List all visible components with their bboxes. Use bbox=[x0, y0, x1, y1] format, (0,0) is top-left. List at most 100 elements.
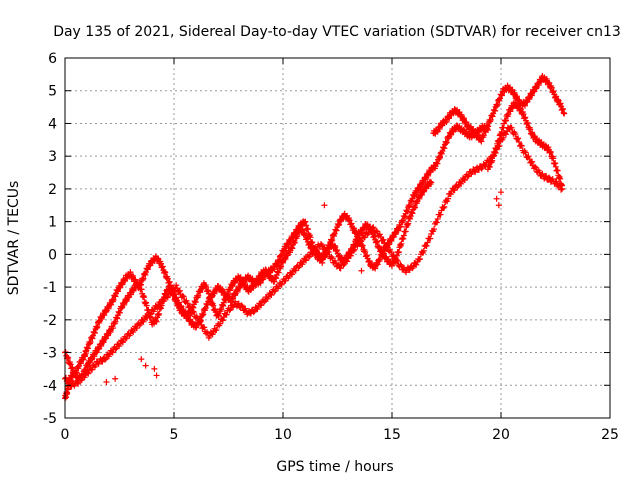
data-point bbox=[144, 314, 151, 321]
data-point bbox=[130, 287, 137, 294]
data-point bbox=[486, 163, 493, 170]
data-point bbox=[282, 256, 289, 263]
data-point bbox=[398, 240, 405, 247]
y-tick-label: 5 bbox=[48, 84, 57, 100]
data-point bbox=[274, 268, 281, 275]
data-point bbox=[451, 187, 458, 194]
data-point bbox=[464, 173, 471, 180]
data-point bbox=[98, 315, 105, 322]
data-point bbox=[350, 247, 357, 254]
data-point bbox=[112, 346, 119, 353]
data-point bbox=[433, 159, 440, 166]
data-point bbox=[221, 296, 228, 303]
data-point bbox=[384, 242, 391, 249]
y-tick-label: 4 bbox=[48, 116, 57, 132]
data-point bbox=[88, 356, 95, 363]
data-point bbox=[491, 149, 498, 156]
data-point bbox=[291, 239, 298, 246]
data-point bbox=[516, 139, 523, 146]
x-tick-label: 15 bbox=[383, 427, 401, 443]
data-point bbox=[372, 265, 379, 272]
data-point bbox=[397, 241, 404, 248]
data-point bbox=[237, 284, 244, 291]
data-point bbox=[213, 326, 220, 333]
data-point bbox=[487, 117, 494, 124]
data-point bbox=[280, 249, 287, 256]
data-point bbox=[485, 123, 492, 130]
data-point bbox=[480, 132, 487, 139]
data-point bbox=[413, 261, 420, 268]
data-point bbox=[395, 248, 402, 255]
data-point bbox=[373, 227, 380, 234]
data-point bbox=[460, 115, 467, 122]
data-point bbox=[86, 359, 93, 366]
data-point bbox=[294, 233, 301, 240]
data-point bbox=[524, 120, 531, 127]
data-point bbox=[307, 234, 314, 241]
data-point bbox=[303, 236, 310, 243]
y-tick-label: -1 bbox=[43, 280, 57, 296]
x-tick-label: 20 bbox=[492, 427, 510, 443]
y-tick-label: -4 bbox=[43, 378, 57, 394]
data-point bbox=[141, 294, 148, 301]
data-point bbox=[328, 237, 335, 244]
data-point bbox=[125, 294, 132, 301]
data-point bbox=[244, 311, 251, 318]
data-point bbox=[252, 281, 259, 288]
data-point bbox=[491, 152, 498, 159]
data-point bbox=[428, 179, 435, 186]
x-tick-label: 5 bbox=[170, 427, 179, 443]
data-point bbox=[114, 315, 121, 322]
data-point bbox=[413, 189, 420, 196]
data-point bbox=[278, 263, 285, 270]
data-point bbox=[404, 208, 411, 215]
data-point bbox=[262, 266, 269, 273]
data-point bbox=[123, 298, 130, 305]
data-point bbox=[105, 353, 112, 360]
data-point bbox=[377, 233, 384, 240]
data-point bbox=[502, 117, 509, 124]
data-point bbox=[512, 131, 519, 138]
data-point bbox=[498, 132, 504, 139]
data-point bbox=[154, 304, 161, 311]
data-point bbox=[93, 324, 100, 331]
data-point bbox=[304, 226, 311, 233]
data-point bbox=[560, 109, 567, 116]
data-point bbox=[436, 153, 443, 160]
data-point bbox=[153, 318, 160, 325]
data-point bbox=[558, 181, 565, 188]
data-point bbox=[173, 282, 180, 289]
data-point bbox=[199, 312, 206, 319]
data-point bbox=[116, 284, 123, 291]
data-point bbox=[490, 151, 497, 158]
data-point bbox=[142, 299, 149, 306]
data-point bbox=[302, 218, 309, 225]
data-point bbox=[62, 374, 69, 381]
data-point bbox=[485, 162, 492, 169]
data-point bbox=[551, 160, 558, 167]
data-point bbox=[254, 277, 261, 284]
data-point bbox=[62, 349, 69, 356]
data-point bbox=[365, 258, 372, 265]
data-point bbox=[271, 288, 278, 295]
data-point bbox=[299, 261, 306, 268]
data-point bbox=[180, 293, 187, 300]
data-point bbox=[176, 287, 183, 294]
data-point bbox=[278, 281, 285, 288]
data-point bbox=[226, 307, 233, 314]
data-point bbox=[192, 298, 199, 305]
data-point bbox=[225, 290, 232, 297]
axis-ticks: 0 5 10 15 20 25 -5 -4 -3 -2 -1 0 1 2 3 4 5 6 bbox=[43, 51, 619, 443]
data-point bbox=[502, 118, 509, 125]
data-point bbox=[214, 311, 221, 318]
data-point bbox=[399, 235, 406, 242]
y-tick-label: 2 bbox=[48, 182, 57, 198]
data-point bbox=[337, 265, 344, 272]
data-point bbox=[441, 203, 448, 210]
data-point bbox=[140, 318, 147, 325]
data-point bbox=[238, 302, 245, 309]
data-point bbox=[461, 177, 468, 184]
data-point bbox=[340, 262, 347, 269]
data-point bbox=[525, 153, 532, 160]
data-point bbox=[159, 263, 166, 270]
